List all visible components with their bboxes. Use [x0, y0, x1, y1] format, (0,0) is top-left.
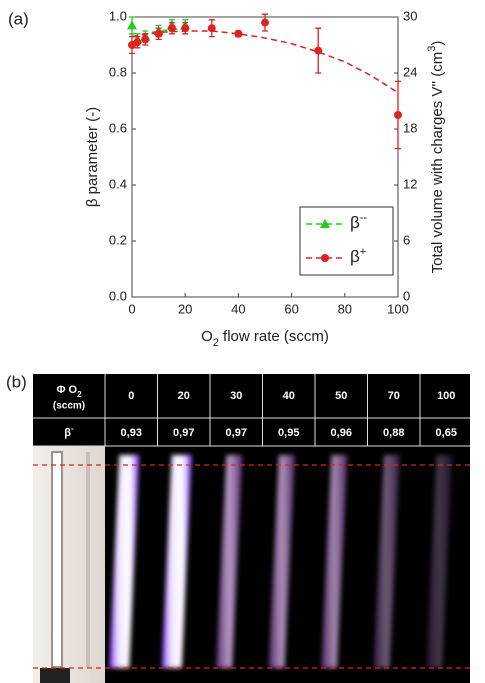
reference-photo — [33, 446, 105, 683]
y-axis-label: β parameter (-) — [84, 107, 101, 207]
x-tick-label: 100 — [387, 301, 409, 316]
y2-tick-label: 6 — [403, 232, 410, 247]
x-tick-label: 60 — [284, 301, 298, 316]
plasma-tube — [109, 455, 140, 668]
point — [141, 35, 150, 44]
y-tick-label: 0.6 — [109, 120, 127, 135]
panel-label: (a) — [8, 9, 29, 28]
y2-tick-label: 0 — [403, 288, 410, 303]
point — [314, 46, 323, 55]
beta-part: - — [71, 424, 74, 433]
plasma-tube — [216, 455, 243, 668]
y2-axis-label-part: 3 — [426, 46, 438, 52]
point — [154, 29, 163, 38]
beta-value: 0,97 — [173, 427, 194, 439]
y2-tick-label: 12 — [403, 176, 417, 191]
panel-label: (b) — [6, 372, 27, 391]
beta-value: 0,88 — [383, 427, 404, 439]
y-tick-label: 0.4 — [109, 176, 127, 191]
x-axis-label: O2 flow rate (sccm) — [201, 328, 329, 349]
photo-panel — [33, 374, 470, 683]
point — [133, 38, 142, 47]
y2-tick-label: 30 — [403, 8, 417, 23]
y-tick-label: 0.2 — [109, 232, 127, 247]
flow-label: 100 — [437, 390, 455, 402]
beta-value: 0,93 — [121, 427, 142, 439]
point — [181, 24, 190, 33]
y2-axis-label-part: ) — [429, 41, 446, 46]
header-part: 2 — [77, 390, 82, 399]
flow-label: 20 — [178, 390, 190, 402]
legend-sup: -- — [360, 212, 368, 224]
y-tick-label: 0.8 — [109, 64, 127, 79]
x-tick-label: 40 — [231, 301, 245, 316]
legend-label: β+ — [350, 246, 366, 267]
legend-name: β — [350, 213, 360, 232]
reference-rod — [86, 452, 90, 667]
reference-base — [40, 668, 70, 683]
plasma-tube — [426, 455, 453, 668]
fit-line — [131, 30, 399, 94]
flow-label: 40 — [283, 390, 295, 402]
x-tick-label: 80 — [338, 301, 352, 316]
header-part: Φ O — [56, 384, 77, 396]
x-tick-label: 20 — [178, 301, 192, 316]
plasma-tube — [373, 455, 400, 668]
plasma-tube — [321, 455, 348, 668]
beta-value: 0,96 — [331, 427, 352, 439]
header-label: Φ O2 — [56, 384, 82, 399]
y-tick-label: 1.0 — [109, 8, 127, 23]
x-axis-label-part: 2 — [213, 337, 219, 349]
point — [261, 18, 269, 27]
y2-axis-label: Total volume with charges V'' (cm3) — [426, 41, 446, 274]
flow-label: 0 — [128, 390, 134, 402]
y-tick-label: 0.0 — [109, 288, 127, 303]
beta-part: β — [64, 427, 71, 439]
point — [127, 20, 137, 30]
flow-label: 70 — [388, 390, 400, 402]
point — [394, 111, 402, 119]
flow-label: 30 — [230, 390, 242, 402]
y2-tick-label: 24 — [403, 64, 417, 79]
x-tick-label: 0 — [128, 301, 135, 316]
reference-tube — [51, 451, 63, 668]
beta-value: 0,65 — [436, 427, 457, 439]
beta-value: 0,95 — [278, 427, 299, 439]
legend-marker — [320, 219, 330, 228]
point — [167, 24, 176, 33]
legend-sup: + — [360, 246, 366, 258]
plasma-tube — [161, 455, 192, 668]
point — [207, 24, 216, 33]
point — [234, 29, 243, 38]
beta-value: 0,97 — [226, 427, 247, 439]
legend-name: β — [350, 247, 360, 266]
plasma-tube — [268, 455, 295, 668]
beta-label: β- — [64, 424, 74, 439]
legend-box — [299, 206, 394, 276]
x-axis-label-part: O — [201, 328, 213, 345]
x-axis-label-part: flow rate (sccm) — [219, 328, 329, 345]
y2-tick-label: 18 — [403, 120, 417, 135]
legend-marker — [321, 254, 329, 262]
tubes — [109, 455, 453, 668]
legend-label: β-- — [350, 212, 367, 233]
header-unit: (sccm) — [53, 401, 85, 412]
flow-label: 50 — [335, 390, 347, 402]
y2-axis-label-part: Total volume with charges V'' (cm — [429, 52, 446, 274]
